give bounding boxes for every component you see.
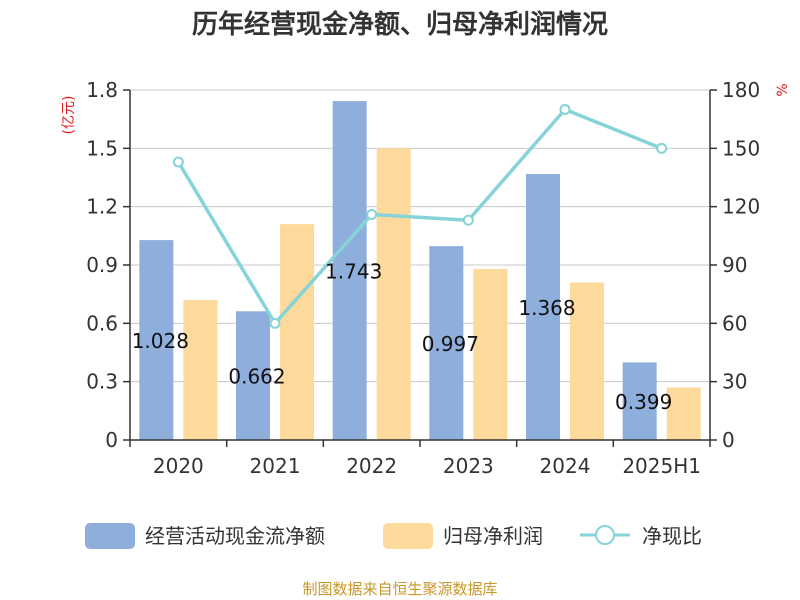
bar-data-label: 0.399 bbox=[615, 390, 672, 414]
bar-net-profit bbox=[280, 224, 314, 440]
y-right-tick-label: 30 bbox=[722, 370, 747, 394]
source-note: 制图数据来自恒生聚源数据库 bbox=[302, 580, 497, 598]
legend-swatch-net-profit bbox=[383, 523, 433, 549]
x-tick-label: 2025H1 bbox=[622, 454, 701, 478]
y-right-tick-label: 120 bbox=[722, 195, 760, 219]
ratio-point bbox=[656, 142, 668, 154]
y-left-tick-label: 0.9 bbox=[86, 253, 118, 277]
bars bbox=[139, 101, 701, 441]
legend-label-ratio: 净现比 bbox=[642, 524, 702, 548]
bar-cash-flow bbox=[622, 362, 657, 440]
y-right-tick-label: 180 bbox=[722, 78, 760, 102]
y-left-tick-label: 1.2 bbox=[86, 195, 118, 219]
bar-net-profit bbox=[666, 387, 701, 440]
bar-net-profit bbox=[376, 148, 411, 441]
chart-title: 历年经营现金净额、归母净利润情况 bbox=[192, 9, 608, 40]
bar-data-label: 1.743 bbox=[325, 260, 382, 284]
ratio-point bbox=[462, 214, 474, 226]
y-right-tick-label: 150 bbox=[722, 136, 760, 160]
ratio-line-path bbox=[176, 107, 663, 326]
bar-labels: 1.028 0.662 1.743 0.997 1.368 0.399 bbox=[132, 260, 673, 415]
bar-cash-flow bbox=[332, 101, 367, 440]
bar-net-profit bbox=[183, 300, 218, 440]
grid-lines bbox=[130, 89, 710, 383]
bar-data-label: 0.997 bbox=[422, 332, 479, 356]
y-left-tick-label: 0 bbox=[105, 428, 118, 452]
x-tick-label: 2024 bbox=[540, 454, 591, 478]
y-left-tick-label: 1.5 bbox=[86, 136, 118, 160]
bar-data-label: 1.368 bbox=[518, 296, 575, 320]
legend-label-net-profit: 归母净利润 bbox=[443, 524, 543, 548]
y-left-tick-label: 0.6 bbox=[86, 311, 118, 335]
legend: 经营活动现金流净额 归母净利润 净现比 bbox=[85, 523, 702, 549]
ratio-line bbox=[172, 103, 668, 329]
ratio-point bbox=[269, 317, 281, 329]
bar-cash-flow bbox=[429, 246, 464, 440]
y-left-unit: (亿元) bbox=[61, 96, 77, 135]
legend-swatch-ratio-marker bbox=[595, 525, 615, 545]
y-right-tick-label: 0 bbox=[722, 428, 735, 452]
bar-cash-flow bbox=[236, 311, 270, 440]
bar-cash-flow bbox=[139, 240, 174, 440]
y-right-tick-label: 60 bbox=[722, 311, 747, 335]
x-tick-label: 2021 bbox=[250, 454, 301, 478]
ratio-point bbox=[559, 103, 571, 115]
bar-data-label: 1.028 bbox=[132, 329, 189, 353]
bar-net-profit bbox=[473, 268, 508, 440]
ratio-point bbox=[172, 156, 184, 168]
x-tick-label: 2023 bbox=[443, 454, 494, 478]
bar-cash-flow bbox=[526, 174, 560, 440]
y-right-tick-label: 90 bbox=[722, 253, 747, 277]
x-tick-label: 2022 bbox=[346, 454, 397, 478]
legend-label-cash-flow: 经营活动现金流净额 bbox=[145, 524, 325, 548]
y-left-tick-label: 1.8 bbox=[86, 78, 118, 102]
y-right-unit: % bbox=[775, 83, 791, 96]
y-left-tick-label: 0.3 bbox=[86, 370, 118, 394]
axes: 0 0.3 0.6 0.9 1.2 1.5 1.8 0 30 60 90 120 150 180 (亿元)%… bbox=[61, 78, 791, 478]
legend-swatch-cash-flow bbox=[85, 523, 135, 549]
bar-net-profit bbox=[570, 282, 604, 440]
ratio-point bbox=[366, 208, 378, 220]
x-tick-label: 2020 bbox=[153, 454, 204, 478]
bar-data-label: 0.662 bbox=[228, 365, 285, 389]
